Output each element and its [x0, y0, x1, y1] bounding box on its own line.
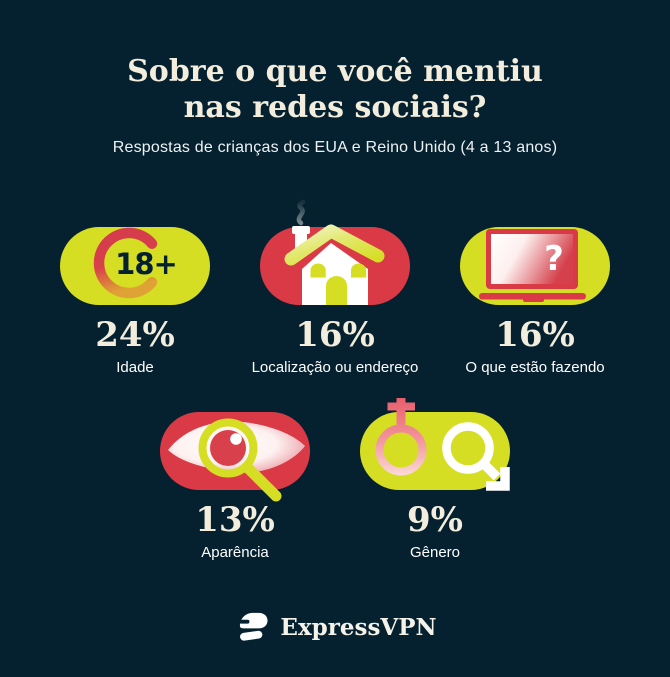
magnifier-handle — [241, 461, 282, 502]
brand-wordmark: ExpressVPN — [280, 614, 437, 641]
stat-label-idade: Idade — [116, 359, 154, 376]
footer-brand-lockup: ExpressVPN — [0, 609, 670, 646]
laptop-base — [479, 293, 586, 300]
magnifier-ring — [198, 418, 258, 478]
house-location-icon — [260, 199, 410, 305]
stat-value-genero: 9% — [407, 500, 463, 540]
stat-value-aparencia: 13% — [195, 500, 275, 540]
stat-value-fazendo: 16% — [495, 315, 575, 355]
page-title-line-2: nas redes sociais? — [183, 90, 487, 125]
window-right — [351, 263, 367, 278]
house-door — [326, 276, 347, 305]
stat-value-localizacao: 16% — [295, 315, 375, 355]
house-body — [302, 243, 368, 305]
stat-label-genero: Gênero — [409, 544, 461, 561]
stat-item-idade: 18+ 24% Idade — [35, 201, 235, 376]
laptop-base-notch — [523, 298, 544, 302]
stat-label-fazendo: O que estão fazendo — [465, 359, 605, 376]
female-symbol-circle — [375, 424, 427, 476]
stats-row-1: 18+ 24% Idade 16% Localização ou endereç… — [0, 199, 670, 376]
male-symbol-arrowhead — [486, 467, 510, 491]
pill-shape — [60, 227, 210, 305]
header: Sobre o que você mentiu nas redes sociai… — [0, 54, 670, 157]
page-subtitle: Respostas de crianças dos EUA e Reino Un… — [112, 139, 558, 156]
male-symbol-arrow-shaft — [479, 459, 501, 481]
laptop-screen — [491, 234, 573, 284]
stat-item-localizacao: 16% Localização ou endereço — [235, 199, 435, 376]
stat-label-aparencia: Aparência — [201, 544, 269, 561]
question-mark: ? — [544, 239, 564, 279]
age-badge-text: 18+ — [115, 247, 177, 281]
stat-item-genero: 9% Gênero — [335, 386, 535, 561]
stat-item-aparencia: 13% Aparência — [135, 386, 335, 561]
age-18-plus-icon: 18+ — [60, 227, 210, 305]
logo-top-shape — [240, 612, 268, 629]
male-symbol-circle — [442, 422, 494, 474]
gender-symbols-icon — [360, 398, 510, 491]
laptop-question-icon: ? — [460, 227, 610, 305]
eye-pupil — [210, 430, 246, 466]
stat-value-idade: 24% — [95, 315, 175, 355]
stat-item-fazendo: ? 16% O que estão fazendo — [435, 201, 635, 376]
expressvpn-logo-icon — [239, 612, 268, 641]
window-left — [310, 263, 326, 278]
logo-slit — [239, 619, 250, 624]
house-roof — [284, 224, 385, 266]
stats-row-2: 13% Aparência 9% Gênero — [0, 386, 670, 561]
pupil-highlight — [230, 433, 242, 445]
chimney-smoke — [296, 199, 306, 226]
logo-bottom-bar — [240, 630, 263, 641]
age-ring-arc — [93, 227, 158, 299]
page-title-line-1: Sobre o que você mentiu — [127, 54, 543, 89]
stat-label-localizacao: Localização ou endereço — [251, 359, 419, 376]
eye-magnifier-icon — [160, 412, 310, 502]
